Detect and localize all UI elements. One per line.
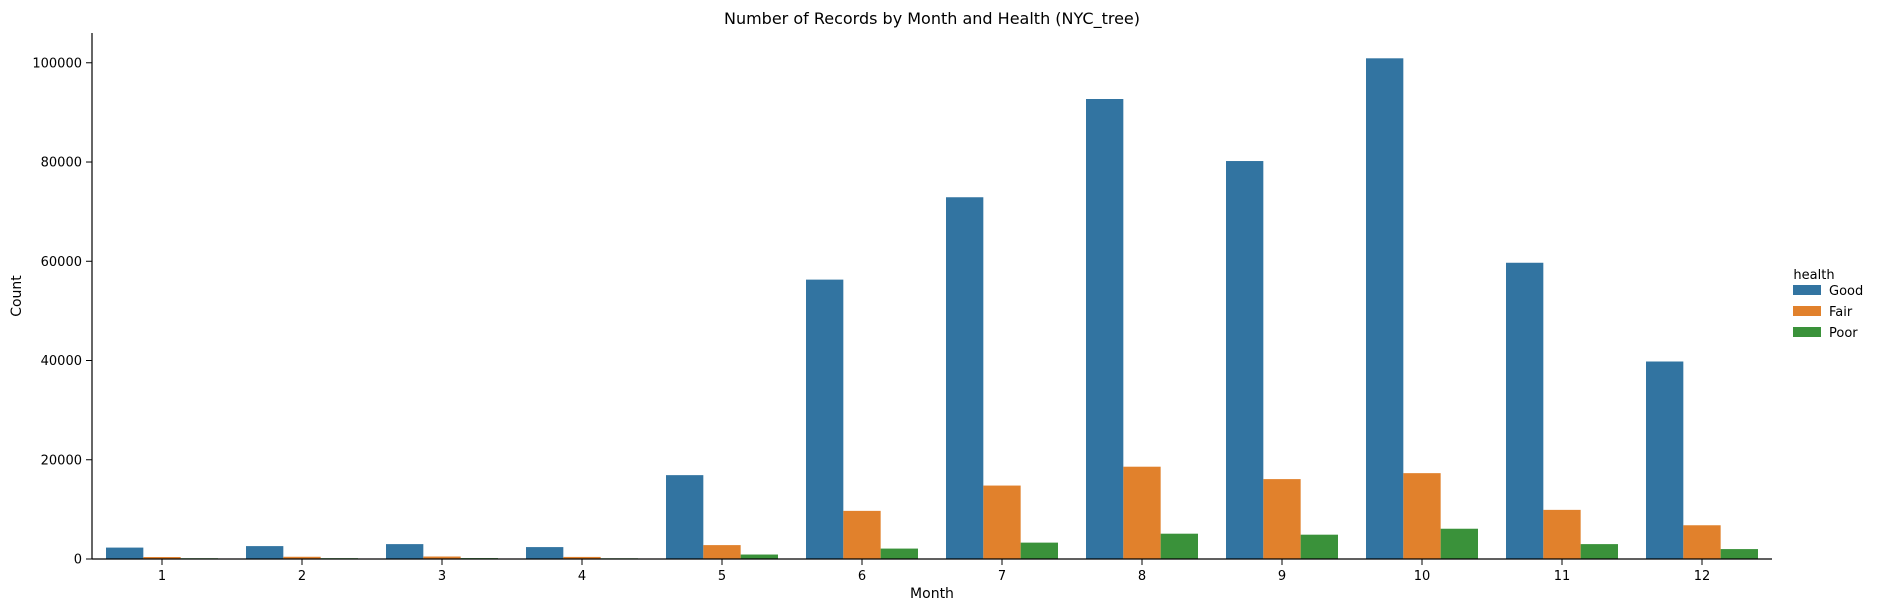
x-tick-label: 7 <box>998 569 1006 584</box>
bars-layer <box>106 58 1758 560</box>
bar-fair-month-4 <box>563 556 601 559</box>
bar-fair-month-10 <box>1403 473 1441 559</box>
bar-good-month-10 <box>1366 58 1404 560</box>
chart-title: Number of Records by Month and Health (N… <box>724 9 1140 29</box>
legend: health Good Fair Poor <box>1793 268 1863 341</box>
x-tick-label: 6 <box>858 569 866 584</box>
y-ticks: 0 20000 40000 60000 80000 100000 <box>32 56 92 568</box>
bar-poor-month-6 <box>880 548 918 559</box>
x-tick-label: 2 <box>298 569 306 584</box>
bar-poor-month-12 <box>1720 549 1758 559</box>
y-tick-label: 20000 <box>41 453 82 468</box>
bar-poor-month-8 <box>1160 533 1198 559</box>
bar-good-month-4 <box>526 547 564 559</box>
y-tick-label: 0 <box>74 553 82 568</box>
bar-good-month-11 <box>1506 262 1544 559</box>
bar-good-month-12 <box>1646 361 1684 559</box>
x-tick-label: 1 <box>158 569 166 584</box>
x-tick-label: 12 <box>1694 569 1711 584</box>
x-tick-label: 11 <box>1554 569 1571 584</box>
x-tick-label: 9 <box>1278 569 1286 584</box>
bar-poor-month-5 <box>740 554 778 559</box>
bar-poor-month-9 <box>1300 534 1338 559</box>
legend-swatch-good <box>1793 285 1821 295</box>
bar-fair-month-7 <box>983 485 1021 559</box>
bar-poor-month-10 <box>1440 528 1478 559</box>
bar-fair-month-12 <box>1683 525 1721 559</box>
bar-fair-month-11 <box>1543 509 1581 559</box>
bar-fair-month-3 <box>423 556 461 559</box>
y-tick-label: 40000 <box>41 354 82 369</box>
y-tick-label: 60000 <box>41 255 82 270</box>
bar-fair-month-6 <box>843 510 881 559</box>
bar-fair-month-5 <box>703 545 741 559</box>
bar-good-month-9 <box>1226 161 1264 559</box>
x-tick-label: 4 <box>578 569 586 584</box>
bar-good-month-5 <box>666 475 704 559</box>
y-tick-label: 100000 <box>32 56 82 71</box>
bar-fair-month-1 <box>143 557 181 559</box>
legend-title: health <box>1793 268 1834 283</box>
legend-items: Good Fair Poor <box>1793 284 1863 341</box>
bar-fair-month-9 <box>1263 479 1301 559</box>
bar-fair-month-2 <box>283 556 321 559</box>
bar-good-month-7 <box>946 197 984 559</box>
bar-fair-month-8 <box>1123 466 1161 559</box>
x-tick-label: 8 <box>1138 569 1146 584</box>
legend-label-fair: Fair <box>1829 305 1853 320</box>
x-ticks: 1 2 3 4 5 6 7 8 9 10 11 12 <box>158 559 1710 584</box>
bar-poor-month-11 <box>1580 544 1618 559</box>
bar-good-month-8 <box>1086 99 1124 559</box>
y-axis-label: Count <box>9 275 25 317</box>
x-tick-label: 3 <box>438 569 446 584</box>
bar-good-month-3 <box>386 544 424 559</box>
bar-poor-month-7 <box>1020 542 1058 559</box>
x-axis-label: Month <box>910 586 954 602</box>
y-tick-label: 80000 <box>41 156 82 171</box>
x-tick-label: 5 <box>718 569 726 584</box>
legend-swatch-fair <box>1793 306 1821 316</box>
x-tick-label: 10 <box>1414 569 1431 584</box>
legend-swatch-poor <box>1793 327 1821 337</box>
axes-layer <box>91 33 1772 560</box>
bar-good-month-6 <box>806 279 844 559</box>
bar-good-month-1 <box>106 547 144 559</box>
legend-label-poor: Poor <box>1829 326 1858 341</box>
legend-label-good: Good <box>1829 284 1863 299</box>
bar-good-month-2 <box>246 546 284 559</box>
